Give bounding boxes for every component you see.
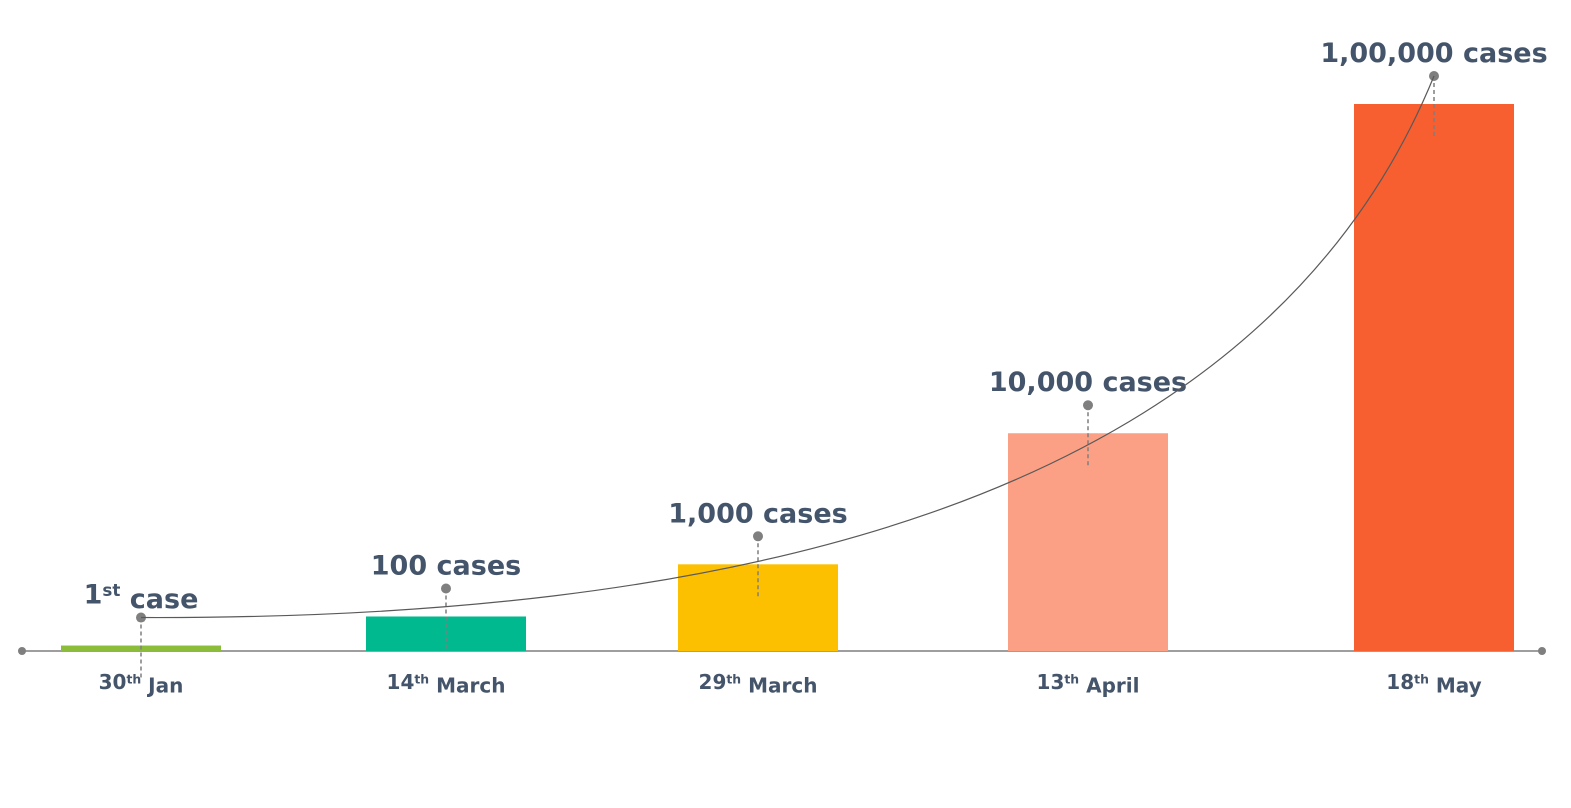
dot (1083, 400, 1093, 411)
value-label: 1st case (84, 580, 199, 616)
x-tick-label: 14th March (387, 670, 506, 697)
dot (753, 531, 763, 542)
x-tick-label: 13th April (1037, 670, 1140, 697)
x-tick-label: 18th May (1386, 670, 1481, 697)
x-tick-label: 30th Jan (99, 670, 184, 697)
x-tick-label: 29th March (699, 670, 818, 697)
dot (441, 583, 451, 594)
axis-end (1538, 647, 1546, 655)
trend-curve (140, 75, 1435, 619)
bar (678, 564, 838, 651)
value-label: 1,00,000 cases (1320, 38, 1547, 69)
bar (1008, 433, 1168, 651)
value-label: 10,000 cases (989, 367, 1187, 398)
bar (1354, 104, 1514, 651)
value-label: 1,000 cases (668, 498, 847, 529)
axis-end (18, 647, 26, 655)
value-label: 100 cases (371, 550, 521, 581)
